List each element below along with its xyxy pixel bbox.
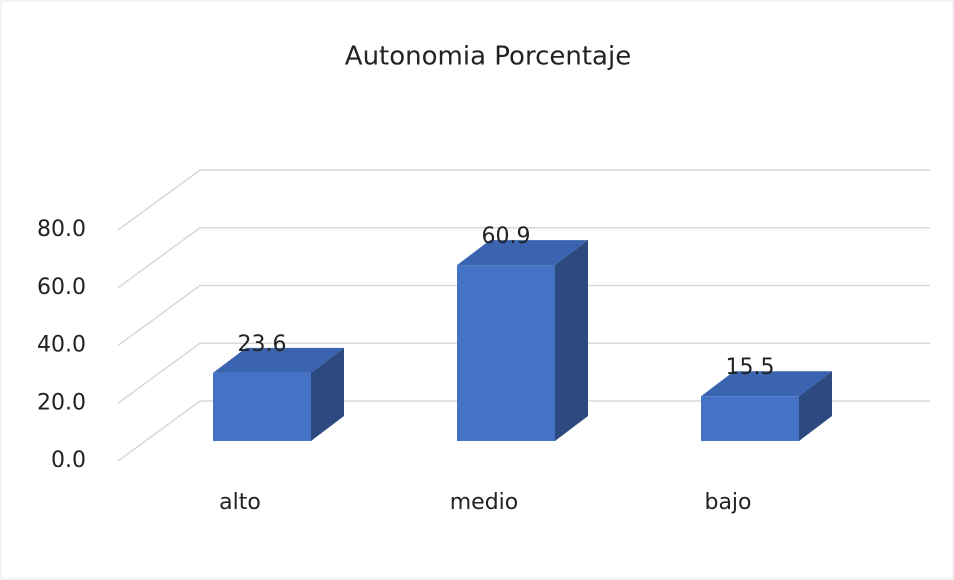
x-tick-label: medio xyxy=(450,490,519,515)
bar-face xyxy=(213,347,344,373)
grid-line xyxy=(117,284,930,347)
y-tick-label: 0.0 xyxy=(51,448,86,473)
bar-face xyxy=(457,240,588,266)
y-tick-label: 40.0 xyxy=(37,333,86,358)
y-tick-label: 80.0 xyxy=(37,217,86,242)
bar-face xyxy=(799,371,832,441)
bar xyxy=(457,240,588,441)
grid-line xyxy=(117,227,930,289)
x-tick-label: bajo xyxy=(704,490,751,515)
data-label: 23.6 xyxy=(238,332,287,357)
y-tick-label: 20.0 xyxy=(37,390,86,415)
chart-title: Autonomia Porcentaje xyxy=(345,42,631,72)
grid-line xyxy=(117,400,930,462)
bar-face xyxy=(213,372,311,441)
bar xyxy=(213,347,344,441)
bar xyxy=(701,371,832,441)
data-label: 60.9 xyxy=(482,224,531,249)
bar-face xyxy=(457,265,555,441)
grid-line xyxy=(117,169,930,231)
x-tick-label: alto xyxy=(219,490,261,515)
y-tick-label: 60.0 xyxy=(37,275,86,300)
bar-face xyxy=(701,371,832,397)
data-label: 15.5 xyxy=(726,355,775,380)
bar-face xyxy=(701,396,799,441)
bar-face xyxy=(555,240,588,441)
bar-face xyxy=(311,347,344,441)
grid-line xyxy=(117,342,930,404)
